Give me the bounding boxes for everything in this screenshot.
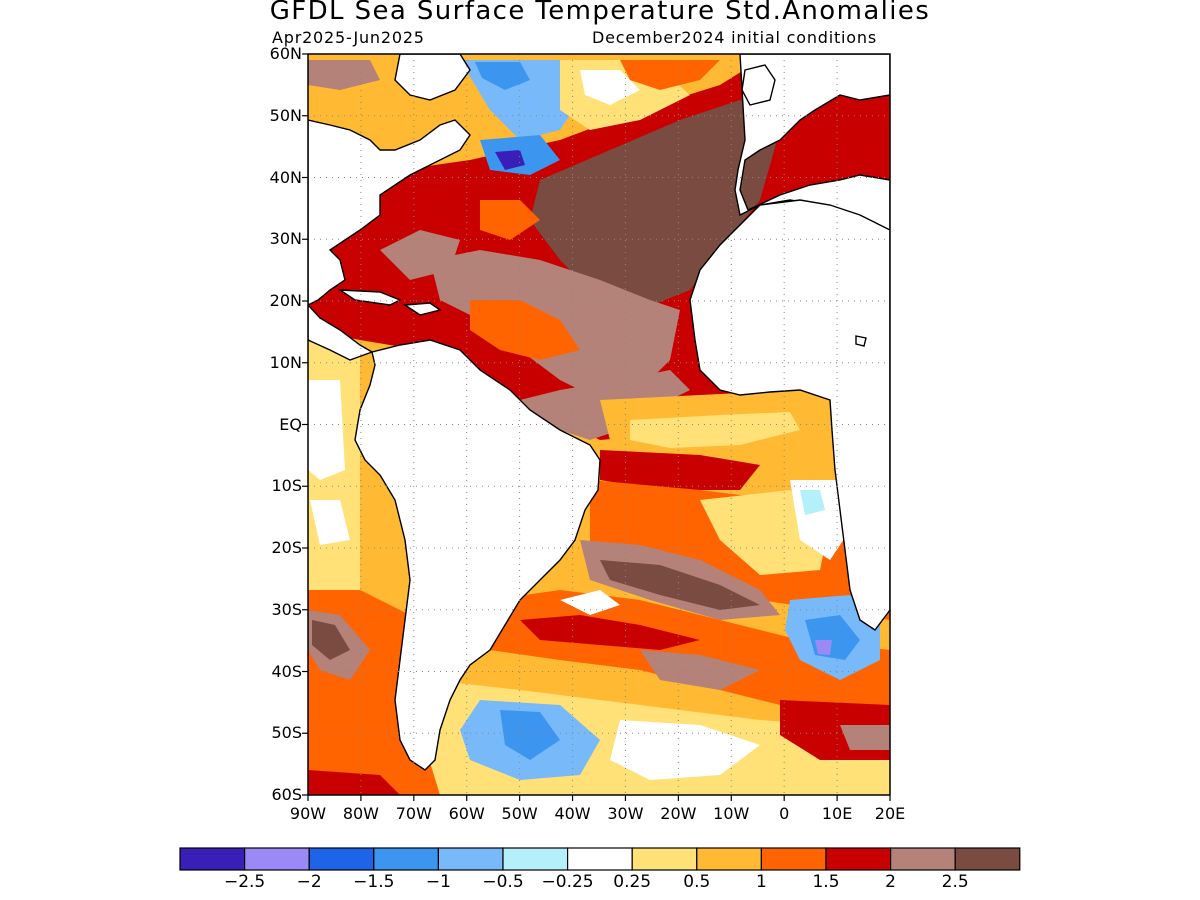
colorbar-tick-label: 2 <box>885 872 896 892</box>
lat-label: 40S <box>271 661 302 681</box>
colorbar-swatch <box>825 847 892 871</box>
colorbar-swatch <box>631 847 698 871</box>
lon-label: 60W <box>448 804 485 823</box>
colorbar-tick-label: 2.5 <box>941 872 969 892</box>
initial-conditions-label: December2024 initial conditions <box>592 28 877 47</box>
lat-label: 30S <box>271 599 302 619</box>
lat-label: EQ <box>279 414 302 434</box>
colorbar-tick-label: −0.25 <box>541 872 594 892</box>
forecast-period-label: Apr2025-Jun2025 <box>272 28 425 47</box>
colorbar-tick-label: 1.5 <box>812 872 840 892</box>
lon-label: 90W <box>289 804 327 823</box>
colorbar-swatch <box>696 847 762 871</box>
lat-label: 40N <box>269 167 302 187</box>
lat-label: 20S <box>271 538 302 557</box>
colorbar-tick-label: 1 <box>755 872 767 892</box>
colorbar-tick-label: −2.5 <box>223 872 266 892</box>
colorbar-tick-label: −1 <box>425 872 451 892</box>
landmasses <box>308 54 890 771</box>
lat-label: 60S <box>271 785 302 804</box>
lon-label: 80W <box>342 804 379 823</box>
colorbar-swatch <box>889 847 956 871</box>
colorbar-tick-label: −1.5 <box>353 872 395 892</box>
chart-title: GFDL Sea Surface Temperature Std.Anomali… <box>269 0 931 26</box>
lat-label: 50N <box>269 105 302 125</box>
lon-label: 10E <box>821 804 853 823</box>
colorbar-tick-label: −0.5 <box>482 872 524 892</box>
lon-label: 30W <box>607 804 644 823</box>
colorbar-swatch <box>437 847 504 871</box>
colorbar-swatch <box>373 847 439 871</box>
colorbar-swatch <box>244 847 310 871</box>
lon-label: 20E <box>874 804 906 823</box>
lat-label: 20N <box>269 291 302 310</box>
colorbar-tick-label: 0.25 <box>613 872 652 892</box>
colorbar-tick-label: 0.5 <box>683 872 711 892</box>
lat-label: 50S <box>271 723 302 743</box>
lon-label: 0 <box>779 804 790 823</box>
colorbar-swatch <box>760 847 827 871</box>
lon-label: 20W <box>660 804 697 823</box>
lon-label: 40W <box>554 804 591 823</box>
lat-label: 10N <box>269 352 302 372</box>
colorbar-swatch <box>308 847 375 871</box>
lat-label: 10S <box>271 476 302 496</box>
lon-label: 10W <box>713 804 750 823</box>
colorbar-swatch <box>566 847 633 871</box>
lon-label: 70W <box>395 804 432 823</box>
colorbar-tick-label: −2 <box>296 872 322 892</box>
colorbar-swatch <box>179 847 246 871</box>
lat-label: 60N <box>269 44 302 63</box>
colorbar-swatch <box>502 847 569 871</box>
colorbar-swatch <box>954 847 1021 871</box>
lat-label: 30N <box>269 229 302 249</box>
graticule <box>308 54 890 795</box>
lon-label: 50W <box>501 804 538 823</box>
